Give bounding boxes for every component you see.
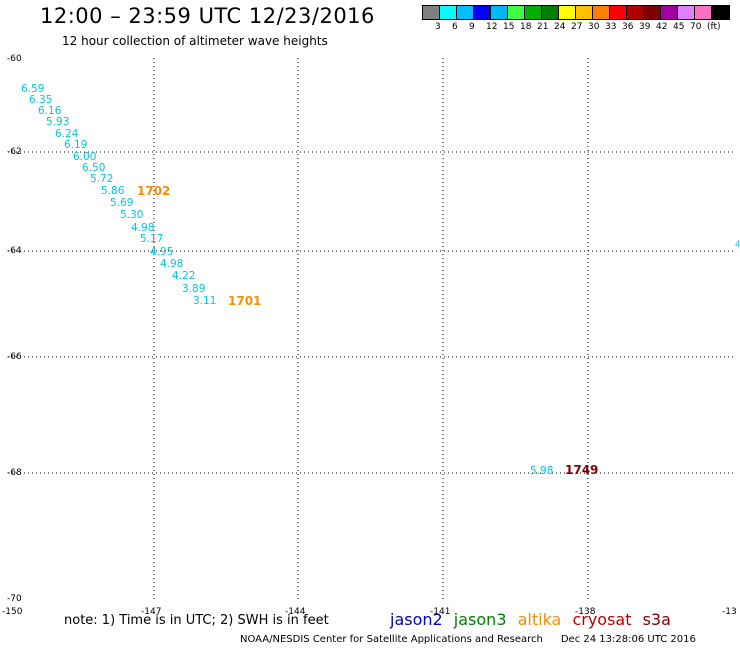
- legend-swatch: [576, 6, 593, 19]
- legend-swatch: [525, 6, 542, 19]
- legend-swatch: [474, 6, 491, 19]
- legend-label: (ft): [707, 22, 721, 32]
- legend-label: 27: [571, 22, 583, 32]
- pass-time-label: 1701: [228, 294, 261, 308]
- legend-swatch: [678, 6, 695, 19]
- pass-time-labels: 1702 1701 1749: [137, 184, 598, 477]
- swh-value: 4.22: [172, 270, 195, 282]
- legend-swatch: [644, 6, 661, 19]
- legend-label: 3: [435, 22, 441, 32]
- legend-label: 9: [469, 22, 475, 32]
- swh-value: 5.17: [140, 233, 163, 245]
- swh-value: 5.93: [46, 116, 69, 128]
- lat-axis-labels: -60 -62 -64 -66 -68 -70: [7, 54, 22, 604]
- legend-swatch: [542, 6, 559, 19]
- legend-label: 45: [673, 22, 685, 32]
- lon-label: -147: [141, 607, 161, 617]
- legend-swatches: [422, 5, 730, 20]
- footer-credit: NOAA/NESDIS Center for Satellite Applica…: [240, 634, 543, 645]
- legend-swatch: [627, 6, 644, 19]
- swh-value: 6.35: [29, 94, 52, 106]
- legend-swatch: [457, 6, 474, 19]
- pass-time-label: 1749: [565, 463, 598, 477]
- satellite-jason3: jason3: [453, 610, 507, 629]
- legend-swatch: [712, 6, 729, 19]
- lat-label: -62: [7, 147, 22, 157]
- legend-swatch: [491, 6, 508, 19]
- map-title: 12:00 – 23:59 UTC 12/23/2016: [40, 4, 375, 28]
- swh-value: 5.72: [90, 173, 113, 185]
- swh-value: 3.11: [193, 295, 216, 307]
- swh-value: 6.24: [55, 128, 79, 140]
- satellite-jason2: jason2: [390, 610, 443, 629]
- units-note: note: 1) Time is in UTC; 2) SWH is in fe…: [64, 613, 329, 628]
- lat-label: -66: [7, 352, 22, 362]
- swh-value: 3.89: [182, 283, 205, 295]
- legend-label: 39: [639, 22, 651, 32]
- satellite-cryosat: cryosat: [572, 610, 632, 629]
- legend-label: 42: [656, 22, 668, 32]
- lat-label: -70: [7, 594, 22, 604]
- swh-value: 6.00: [73, 151, 96, 163]
- legend-label: 15: [503, 22, 515, 32]
- grid-lines: [8, 58, 733, 600]
- legend-label: 12: [486, 22, 498, 32]
- legend-label: 21: [537, 22, 549, 32]
- legend-swatch: [508, 6, 525, 19]
- lat-label: -60: [7, 54, 22, 64]
- lon-axis-labels: -150 -147 -144 -141 -138 -13: [2, 607, 737, 617]
- lon-label: -141: [430, 607, 450, 617]
- swh-value: 4.98: [160, 258, 183, 270]
- legend-swatch: [610, 6, 627, 19]
- lon-label: -138: [575, 607, 596, 617]
- legend-label: 24: [554, 22, 566, 32]
- wave-height-color-legend: 3 6 9 12 15 18 21 24 27 30 33 36 39 42 45 70 (ft): [422, 5, 730, 34]
- legend-swatch: [661, 6, 678, 19]
- legend-swatch: [593, 6, 610, 19]
- legend-label: 18: [520, 22, 532, 32]
- legend-labels: 3 6 9 12 15 18 21 24 27 30 33 36 39 42 45 70 (ft): [422, 20, 730, 34]
- satellite-altika: altika: [517, 610, 562, 629]
- wave-height-observations: 6.59 6.35 6.16 5.93 6.24 6.19 6.00 6.50 …: [21, 83, 553, 477]
- swh-value: 6.19: [64, 139, 87, 151]
- swh-value: 5.30: [120, 209, 143, 221]
- swh-value: 5.98: [530, 465, 553, 477]
- lat-label: -68: [7, 468, 22, 478]
- legend-label: 30: [588, 22, 600, 32]
- map-subtitle: 12 hour collection of altimeter wave hei…: [62, 34, 328, 48]
- edge-swh-mark: 4: [735, 240, 740, 250]
- lon-label: -13: [722, 607, 737, 617]
- swh-value: 6.16: [38, 105, 62, 117]
- legend-label: 70: [690, 22, 702, 32]
- legend-swatch: [440, 6, 457, 19]
- swh-value: 4.95: [150, 246, 173, 258]
- swh-value: 4.98: [131, 222, 154, 234]
- legend-label: 36: [622, 22, 634, 32]
- satellite-s3a: s3a: [642, 610, 671, 629]
- swh-value: 5.69: [110, 197, 133, 209]
- swh-value: 6.50: [82, 162, 105, 174]
- legend-label: 6: [452, 22, 458, 32]
- footer: NOAA/NESDIS Center for Satellite Applica…: [240, 634, 696, 645]
- legend-swatch: [695, 6, 712, 19]
- satellite-legend: jason2 jason3 altika cryosat s3a: [390, 610, 677, 629]
- pass-time-label: 1702: [137, 184, 170, 198]
- footer-timestamp: Dec 24 13:28:06 UTC 2016: [560, 634, 696, 645]
- legend-swatch: [423, 6, 440, 19]
- lat-label: -64: [7, 246, 22, 256]
- lon-label: -144: [285, 607, 306, 617]
- lon-label: -150: [2, 607, 23, 617]
- swh-value: 5.86: [101, 185, 125, 197]
- swh-value: 6.59: [21, 83, 44, 95]
- legend-label: 33: [605, 22, 617, 32]
- legend-swatch: [559, 6, 576, 19]
